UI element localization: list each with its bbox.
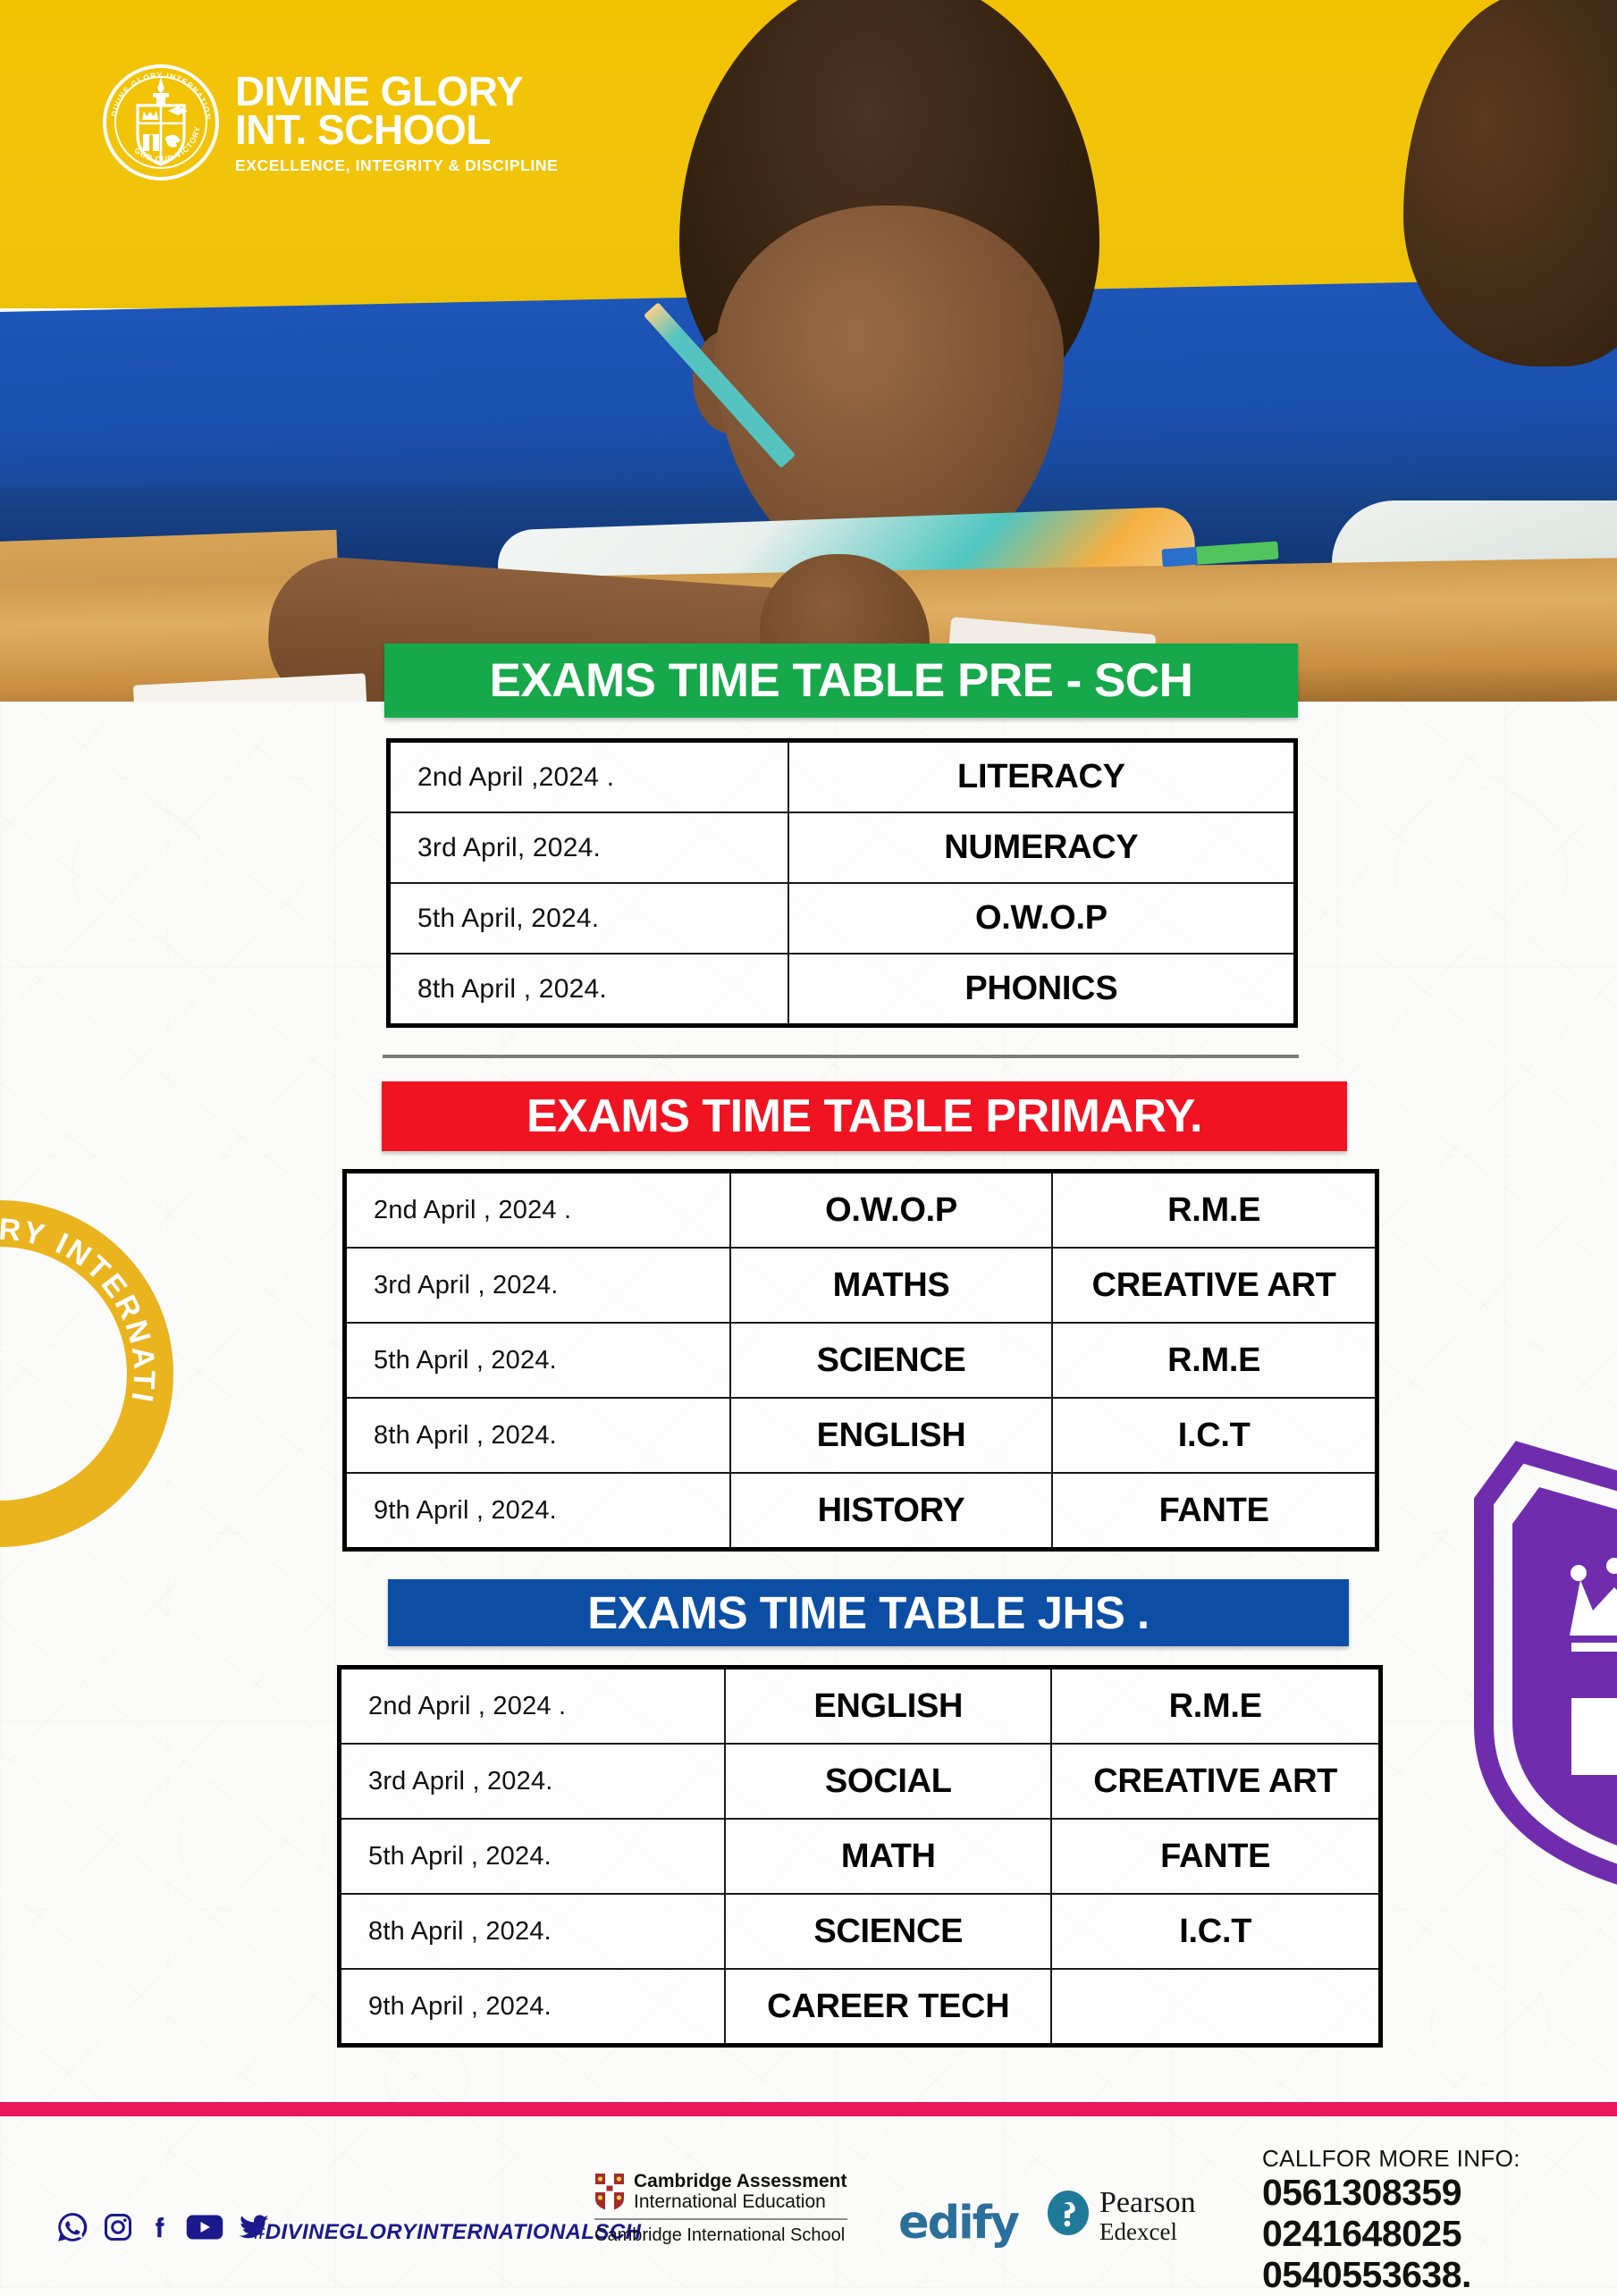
svg-text:DIVINE GLORY INTERNATIONAL SCH: DIVINE GLORY INTERNATIONAL SCHOOL [103, 64, 213, 121]
cambridge-line2: International Education [634, 2191, 826, 2212]
decor-purple-shield [1466, 1430, 1617, 1895]
footer-accent-bar [0, 2102, 1617, 2116]
cell-subject: R.M.E [1050, 1666, 1382, 1745]
cell-date: 2nd April , 2024 . [343, 1170, 731, 1249]
cell-date: 3rd April , 2024. [343, 1247, 731, 1324]
school-logo: DIVINE GLORY INTERNATIONAL SCHOOL GOD OU… [103, 64, 558, 181]
school-name-line2: INT. SCHOOL [235, 106, 491, 154]
pearson-line1: Pearson [1099, 2186, 1196, 2219]
pearson-logo: Pearson Edexcel [1046, 2187, 1196, 2244]
table-row: 9th April , 2024. HISTORY FANTE [343, 1472, 1378, 1551]
cambridge-logo: Cambridge Assessment International Educa… [594, 2171, 847, 2246]
cell-subject: SCIENCE [724, 1893, 1053, 1970]
decor-yellow-seal: GLORY INTERNATI [0, 1182, 192, 1566]
cell-date: 3rd April, 2024. [387, 812, 789, 884]
cell-subject: PHONICS [787, 953, 1297, 1027]
cell-date: 8th April , 2024. [343, 1397, 731, 1474]
cell-subject: FANTE [1050, 1818, 1382, 1895]
cambridge-sub: Cambridge International School [594, 2225, 846, 2245]
cell-subject: FANTE [1051, 1472, 1378, 1551]
school-crest-icon: DIVINE GLORY INTERNATIONAL SCHOOL GOD OU… [103, 64, 219, 181]
instagram-icon[interactable] [102, 2211, 134, 2243]
cell-subject: CAREER TECH [724, 1968, 1053, 2047]
cambridge-line1: Cambridge Assessment [634, 2171, 847, 2191]
banner-jhs: EXAMS TIME TABLE JHS . [388, 1579, 1349, 1646]
table-row: 2nd April ,2024 . LITERACY [387, 739, 1297, 813]
cell-subject: O.W.O.P [728, 1170, 1054, 1249]
phone-number-2[interactable]: 0241648025 [1262, 2212, 1462, 2254]
cell-date: 8th April , 2024. [338, 1893, 727, 1970]
cell-subject: R.M.E [1051, 1322, 1378, 1399]
pearson-mark-icon [1048, 2191, 1089, 2236]
facebook-icon[interactable] [147, 2211, 173, 2243]
whatsapp-icon[interactable] [55, 2210, 89, 2244]
timetable-jhs: 2nd April , 2024 . ENGLISH R.M.E 3rd Apr… [337, 1665, 1383, 2048]
cell-date: 5th April , 2024. [343, 1322, 731, 1399]
cambridge-crest-icon [595, 2173, 624, 2211]
table-row: 9th April , 2024. CAREER TECH [338, 1968, 1382, 2047]
twitter-icon[interactable] [236, 2211, 272, 2243]
cell-subject [1050, 1968, 1382, 2047]
table-row: 5th April , 2024. SCIENCE R.M.E [343, 1322, 1378, 1399]
phone-number-1[interactable]: 0561308359 [1262, 2172, 1462, 2213]
section-divider [383, 1055, 1299, 1058]
cell-subject: CREATIVE ART [1050, 1743, 1382, 1820]
cell-date: 9th April , 2024. [343, 1472, 731, 1551]
cell-date: 2nd April , 2024 . [338, 1666, 727, 1745]
cell-subject: ENGLISH [724, 1666, 1053, 1745]
cell-subject: CREATIVE ART [1051, 1247, 1378, 1324]
school-name-line1: DIVINE GLORY [235, 67, 524, 114]
cell-subject: MATH [724, 1818, 1053, 1895]
youtube-icon[interactable] [186, 2212, 223, 2242]
cell-date: 5th April , 2024. [338, 1818, 727, 1895]
cell-subject: I.C.T [1051, 1397, 1378, 1474]
banner-primary: EXAMS TIME TABLE PRIMARY. [382, 1081, 1347, 1151]
cell-subject: HISTORY [728, 1472, 1054, 1551]
cell-date: 8th April , 2024. [387, 953, 789, 1027]
cambridge-divider [594, 2218, 847, 2220]
table-row: 2nd April , 2024 . ENGLISH R.M.E [338, 1666, 1382, 1745]
table-row: 8th April , 2024. PHONICS [387, 953, 1297, 1027]
table-row: 2nd April , 2024 . O.W.O.P R.M.E [343, 1170, 1378, 1249]
cell-date: 9th April , 2024. [338, 1968, 727, 2047]
table-row: 5th April , 2024. MATH FANTE [338, 1818, 1382, 1895]
cell-subject: O.W.O.P [787, 882, 1297, 955]
hashtag-text: #DIVINEGLORYINTERNATIONALSCH [253, 2220, 642, 2244]
table-row: 8th April , 2024. ENGLISH I.C.T [343, 1397, 1378, 1474]
banner-pre-school: EXAMS TIME TABLE PRE - SCH [384, 643, 1298, 718]
cell-subject: ENGLISH [728, 1397, 1054, 1474]
cell-date: 5th April, 2024. [387, 882, 789, 955]
cell-subject: NUMERACY [787, 812, 1297, 884]
social-links [55, 2210, 272, 2244]
cell-subject: I.C.T [1050, 1893, 1382, 1970]
svg-text:GLORY INTERNATI: GLORY INTERNATI [0, 1212, 161, 1407]
phone-number-3[interactable]: 0540553638. [1262, 2253, 1471, 2295]
table-row: 8th April , 2024. SCIENCE I.C.T [338, 1893, 1382, 1970]
crest-ring-text: DIVINE GLORY INTERNATIONAL SCHOOL [103, 64, 212, 121]
table-row: 3rd April , 2024. SOCIAL CREATIVE ART [338, 1743, 1382, 1820]
edify-logo: edify [898, 2197, 1020, 2250]
pearson-line2: Edexcel [1099, 2217, 1177, 2245]
cell-date: 2nd April ,2024 . [387, 739, 789, 813]
timetable-primary: 2nd April , 2024 . O.W.O.P R.M.E 3rd Apr… [342, 1169, 1379, 1552]
timetable-pre-school: 2nd April ,2024 . LITERACY 3rd April, 20… [386, 738, 1298, 1028]
cell-subject: MATHS [728, 1247, 1054, 1324]
cell-subject: LITERACY [787, 739, 1297, 813]
call-heading: CALLFOR MORE INFO: [1262, 2145, 1520, 2172]
table-row: 3rd April, 2024. NUMERACY [387, 812, 1297, 884]
school-tagline: EXCELLENCE, INTEGRITY & DISCIPLINE [235, 156, 559, 174]
table-row: 5th April, 2024. O.W.O.P [387, 882, 1297, 955]
cell-date: 3rd April , 2024. [338, 1743, 727, 1820]
cell-subject: R.M.E [1051, 1170, 1378, 1249]
contact-info: CALLFOR MORE INFO: 0561308359 0241648025… [1262, 2145, 1520, 2296]
cell-subject: SOCIAL [724, 1743, 1053, 1820]
table-row: 3rd April , 2024. MATHS CREATIVE ART [343, 1247, 1378, 1324]
cell-subject: SCIENCE [728, 1322, 1054, 1399]
